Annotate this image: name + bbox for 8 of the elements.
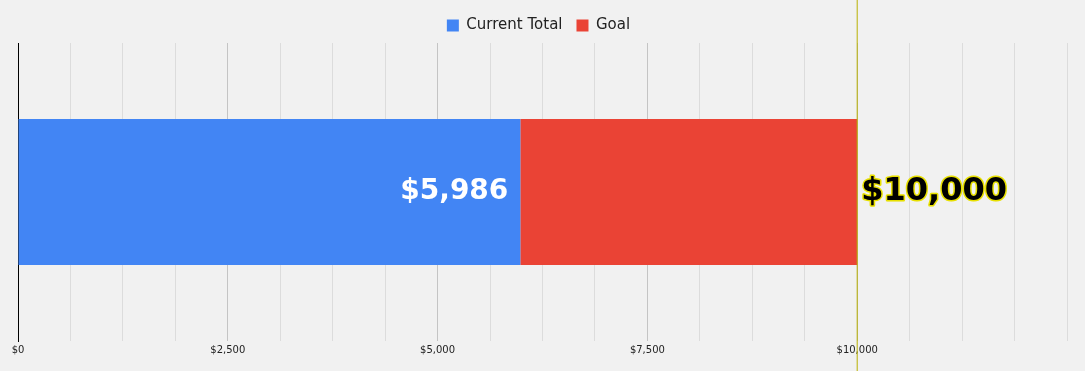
data-label: $5,986 <box>400 173 509 207</box>
x-tick-label: $0 <box>11 343 25 355</box>
x-tick-label: $2,500 <box>210 343 246 355</box>
x-tick-label: $7,500 <box>629 343 665 355</box>
legend-label: Goal <box>595 15 631 34</box>
total-label: $10,000 <box>861 170 1007 209</box>
legend-label: Current Total <box>466 15 563 34</box>
x-tick-label: $5,000 <box>420 343 456 355</box>
